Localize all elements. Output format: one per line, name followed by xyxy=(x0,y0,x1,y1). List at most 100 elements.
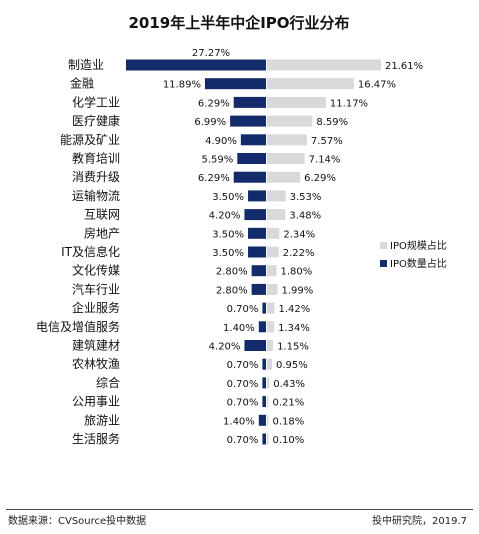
category-label: 电信及增值服务 xyxy=(36,319,120,334)
bar-ipo-scale xyxy=(267,209,286,221)
bar-ipo-count xyxy=(233,96,266,108)
value-label-ipo-count: 27.27% xyxy=(192,48,230,59)
value-label-ipo-count: 6.29% xyxy=(198,98,230,109)
category-label: IT及信息化 xyxy=(61,244,120,259)
bar-ipo-scale xyxy=(267,96,326,108)
footer-credit: 投中研究院，2019.7 xyxy=(372,516,467,527)
category-label: 运输物流 xyxy=(72,188,120,203)
chart-title: 2019年上半年中企IPO行业分布 xyxy=(128,14,349,32)
value-label-ipo-scale: 21.61% xyxy=(385,61,423,72)
value-label-ipo-count: 1.40% xyxy=(223,323,255,334)
category-label: 化学工业 xyxy=(72,94,120,109)
category-label: 互联网 xyxy=(84,208,120,222)
value-label-ipo-count: 11.89% xyxy=(163,80,201,91)
bar-ipo-scale xyxy=(267,153,305,164)
value-label-ipo-scale: 3.48% xyxy=(289,211,321,222)
category-label: 制造业 xyxy=(68,58,104,72)
value-label-ipo-count: 2.80% xyxy=(216,285,248,296)
category-label: 能源及矿业 xyxy=(60,133,120,147)
bar-ipo-count xyxy=(248,246,266,258)
value-label-ipo-scale: 1.42% xyxy=(278,304,310,315)
value-label-ipo-count: 3.50% xyxy=(212,192,244,203)
value-label-ipo-count: 1.40% xyxy=(223,416,255,427)
value-label-ipo-scale: 16.47% xyxy=(358,80,396,91)
value-label-ipo-count: 0.70% xyxy=(227,398,259,409)
bar-ipo-scale xyxy=(267,227,280,239)
value-label-ipo-count: 3.50% xyxy=(212,229,244,240)
value-label-ipo-count: 6.29% xyxy=(198,173,230,184)
bar-ipo-count xyxy=(262,433,266,445)
category-label: 消费升级 xyxy=(72,170,120,184)
legend-swatch xyxy=(380,242,387,249)
category-label: 综合 xyxy=(96,375,120,390)
bars-group: 27.27% 21.61% 制造业 11.89% 16.47% 金融 6.29% 11.17%… xyxy=(36,48,423,446)
bar-ipo-count xyxy=(244,340,266,351)
value-label-ipo-scale: 11.17% xyxy=(330,98,368,109)
footer-divider xyxy=(6,509,473,510)
category-label: 建筑建材 xyxy=(72,338,120,353)
value-label-ipo-count: 5.59% xyxy=(202,155,234,166)
bar-ipo-count xyxy=(244,209,266,221)
bar-ipo-count xyxy=(258,321,266,333)
value-label-ipo-count: 4.20% xyxy=(209,342,241,353)
bar-ipo-scale xyxy=(267,302,275,314)
legend: IPO规模占比 IPO数量占比 xyxy=(380,239,447,270)
value-label-ipo-scale: 7.14% xyxy=(309,155,341,166)
value-label-ipo-scale: 7.57% xyxy=(311,136,343,147)
value-label-ipo-count: 0.70% xyxy=(227,304,259,315)
bar-ipo-count xyxy=(251,283,266,295)
value-label-ipo-scale: 1.34% xyxy=(278,323,310,334)
category-label: 旅游业 xyxy=(84,413,120,427)
value-label-ipo-scale: 6.29% xyxy=(304,173,336,184)
bar-ipo-scale xyxy=(267,396,269,408)
value-label-ipo-count: 0.70% xyxy=(227,360,259,371)
value-label-ipo-count: 0.70% xyxy=(227,379,259,390)
bar-ipo-scale xyxy=(267,414,269,426)
value-label-ipo-count: 0.70% xyxy=(227,435,259,446)
bar-ipo-count xyxy=(230,115,266,127)
value-label-ipo-count: 3.50% xyxy=(212,248,244,259)
category-label: 生活服务 xyxy=(72,431,120,446)
bar-ipo-count xyxy=(262,302,266,314)
category-label: 汽车行业 xyxy=(72,281,120,296)
bar-ipo-count xyxy=(262,358,266,370)
bar-ipo-scale xyxy=(267,78,354,90)
bar-ipo-count xyxy=(248,190,266,202)
category-label: 医疗健康 xyxy=(72,113,120,128)
category-label: 企业服务 xyxy=(72,300,120,315)
bar-ipo-scale xyxy=(267,283,278,295)
bar-ipo-scale xyxy=(267,134,307,146)
bar-ipo-count xyxy=(126,59,266,71)
bar-ipo-scale xyxy=(267,59,381,71)
value-label-ipo-scale: 0.18% xyxy=(273,416,305,427)
bar-ipo-count xyxy=(240,134,266,146)
bar-ipo-scale xyxy=(267,171,301,183)
value-label-ipo-scale: 0.43% xyxy=(273,379,305,390)
bar-ipo-scale xyxy=(267,246,279,258)
bar-ipo-scale xyxy=(267,377,270,389)
value-label-ipo-scale: 2.34% xyxy=(283,229,315,240)
bar-ipo-count xyxy=(204,78,266,90)
category-label: 文化传媒 xyxy=(72,263,120,278)
footer-source: 数据来源：CVSource投中数据 xyxy=(8,516,147,527)
value-label-ipo-scale: 1.99% xyxy=(281,285,313,296)
value-label-ipo-scale: 1.15% xyxy=(277,342,309,353)
value-label-ipo-count: 6.99% xyxy=(194,117,226,128)
legend-label: IPO规模占比 xyxy=(390,239,447,252)
bar-ipo-count xyxy=(233,171,266,183)
bar-ipo-scale xyxy=(267,433,269,445)
bar-ipo-scale xyxy=(267,190,286,202)
category-label: 农林牧渔 xyxy=(72,357,120,371)
value-label-ipo-count: 4.20% xyxy=(209,211,241,222)
category-label: 公用事业 xyxy=(72,395,120,409)
value-label-ipo-scale: 3.53% xyxy=(290,192,322,203)
bar-ipo-count xyxy=(258,414,266,426)
bar-ipo-scale xyxy=(267,358,273,370)
value-label-ipo-scale: 0.21% xyxy=(273,398,305,409)
value-label-ipo-scale: 0.95% xyxy=(276,360,308,371)
bar-ipo-count xyxy=(248,227,266,239)
value-label-ipo-scale: 8.59% xyxy=(316,117,348,128)
value-label-ipo-count: 2.80% xyxy=(216,267,248,278)
bar-ipo-scale xyxy=(267,265,277,277)
